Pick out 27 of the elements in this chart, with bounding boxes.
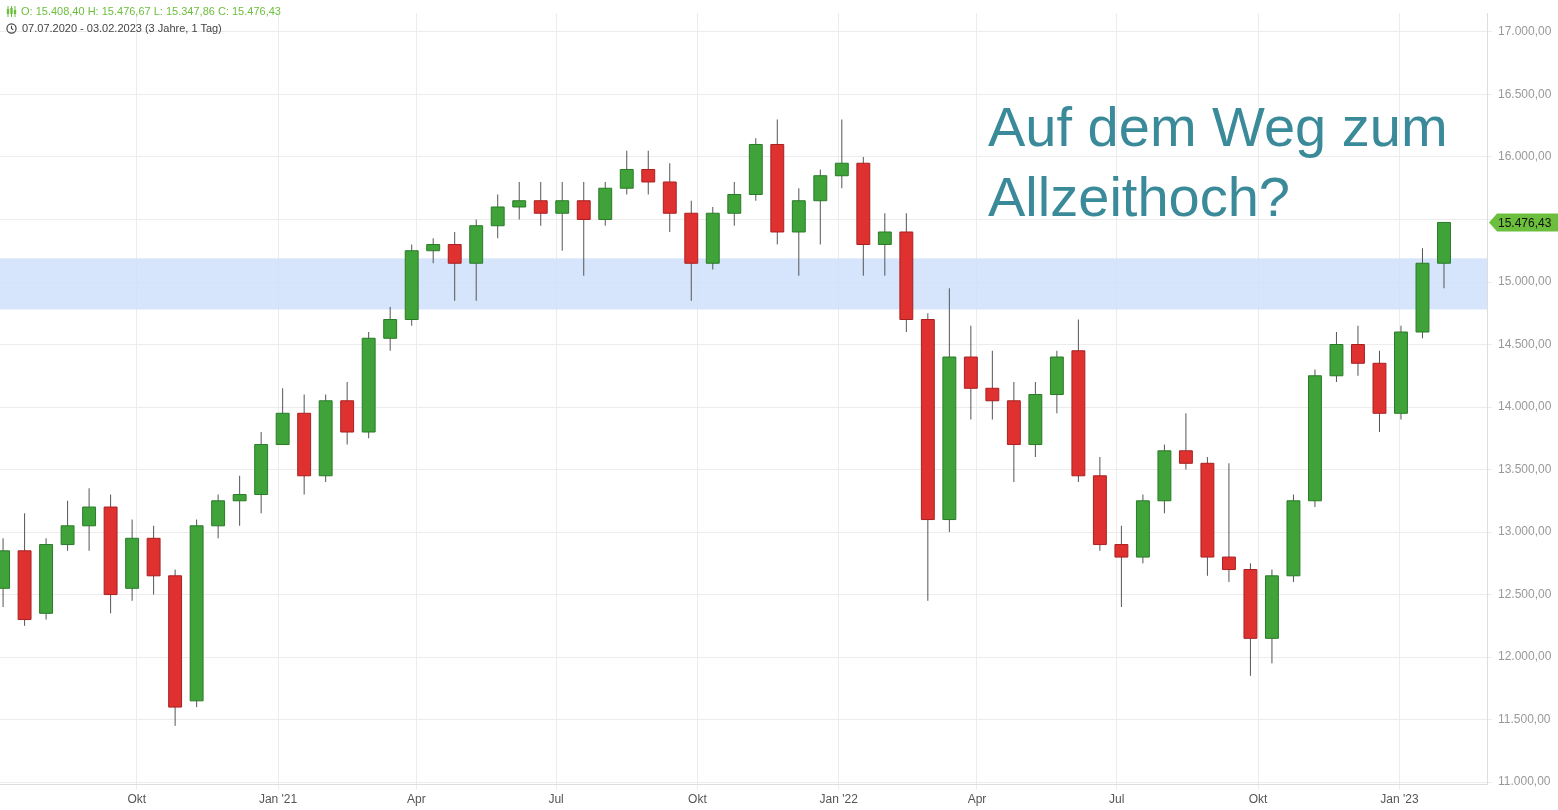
text: 07.07.2020 - 03.02.2023 (3 Jahre, 1 Tag) (22, 22, 222, 34)
x-tick-label: Jul (1109, 792, 1125, 807)
x-tick-label: Jan '21 (258, 792, 298, 807)
x-tick-label: Okt (1248, 792, 1269, 807)
x-tick-label: Okt (127, 792, 147, 807)
y-tick-label: 13.000,00 (1498, 524, 1552, 539)
y-tick-label: 17.000,00 (1498, 24, 1552, 39)
text: 15.476,43 (1498, 215, 1552, 230)
x-tick-label: Jan '23 (1380, 792, 1419, 807)
y-tick-label: 11.500,00 (1498, 711, 1551, 726)
y-tick-label: 14.500,00 (1498, 336, 1552, 351)
x-tick-label: Jul (548, 792, 564, 807)
y-tick-label: 15.000,00 (1498, 274, 1552, 289)
y-tick-label: 12.500,00 (1498, 586, 1552, 601)
y-tick-label: 12.000,00 (1498, 649, 1552, 664)
y-tick-label: 16.500,00 (1498, 86, 1552, 101)
x-tick-label: Apr (967, 792, 987, 807)
y-tick-label: 14.000,00 (1498, 399, 1552, 414)
x-tick-label: Jan '22 (819, 792, 859, 807)
x-tick-label: Apr (406, 792, 426, 807)
annotation: Auf dem Weg zum Allzeithoch? (988, 95, 1448, 228)
x-tick-label: Okt (688, 792, 708, 807)
y-tick-label: 13.500,00 (1498, 461, 1552, 476)
y-tick-label: 11.000,00 (1498, 774, 1551, 789)
candlestick (1351, 325, 1365, 377)
chart-title: O: 15.408,40 H: 15.476,67 L: 15.347,86 C: 15.476,43 (21, 5, 281, 17)
y-tick-label: 16.000,00 (1498, 149, 1552, 164)
